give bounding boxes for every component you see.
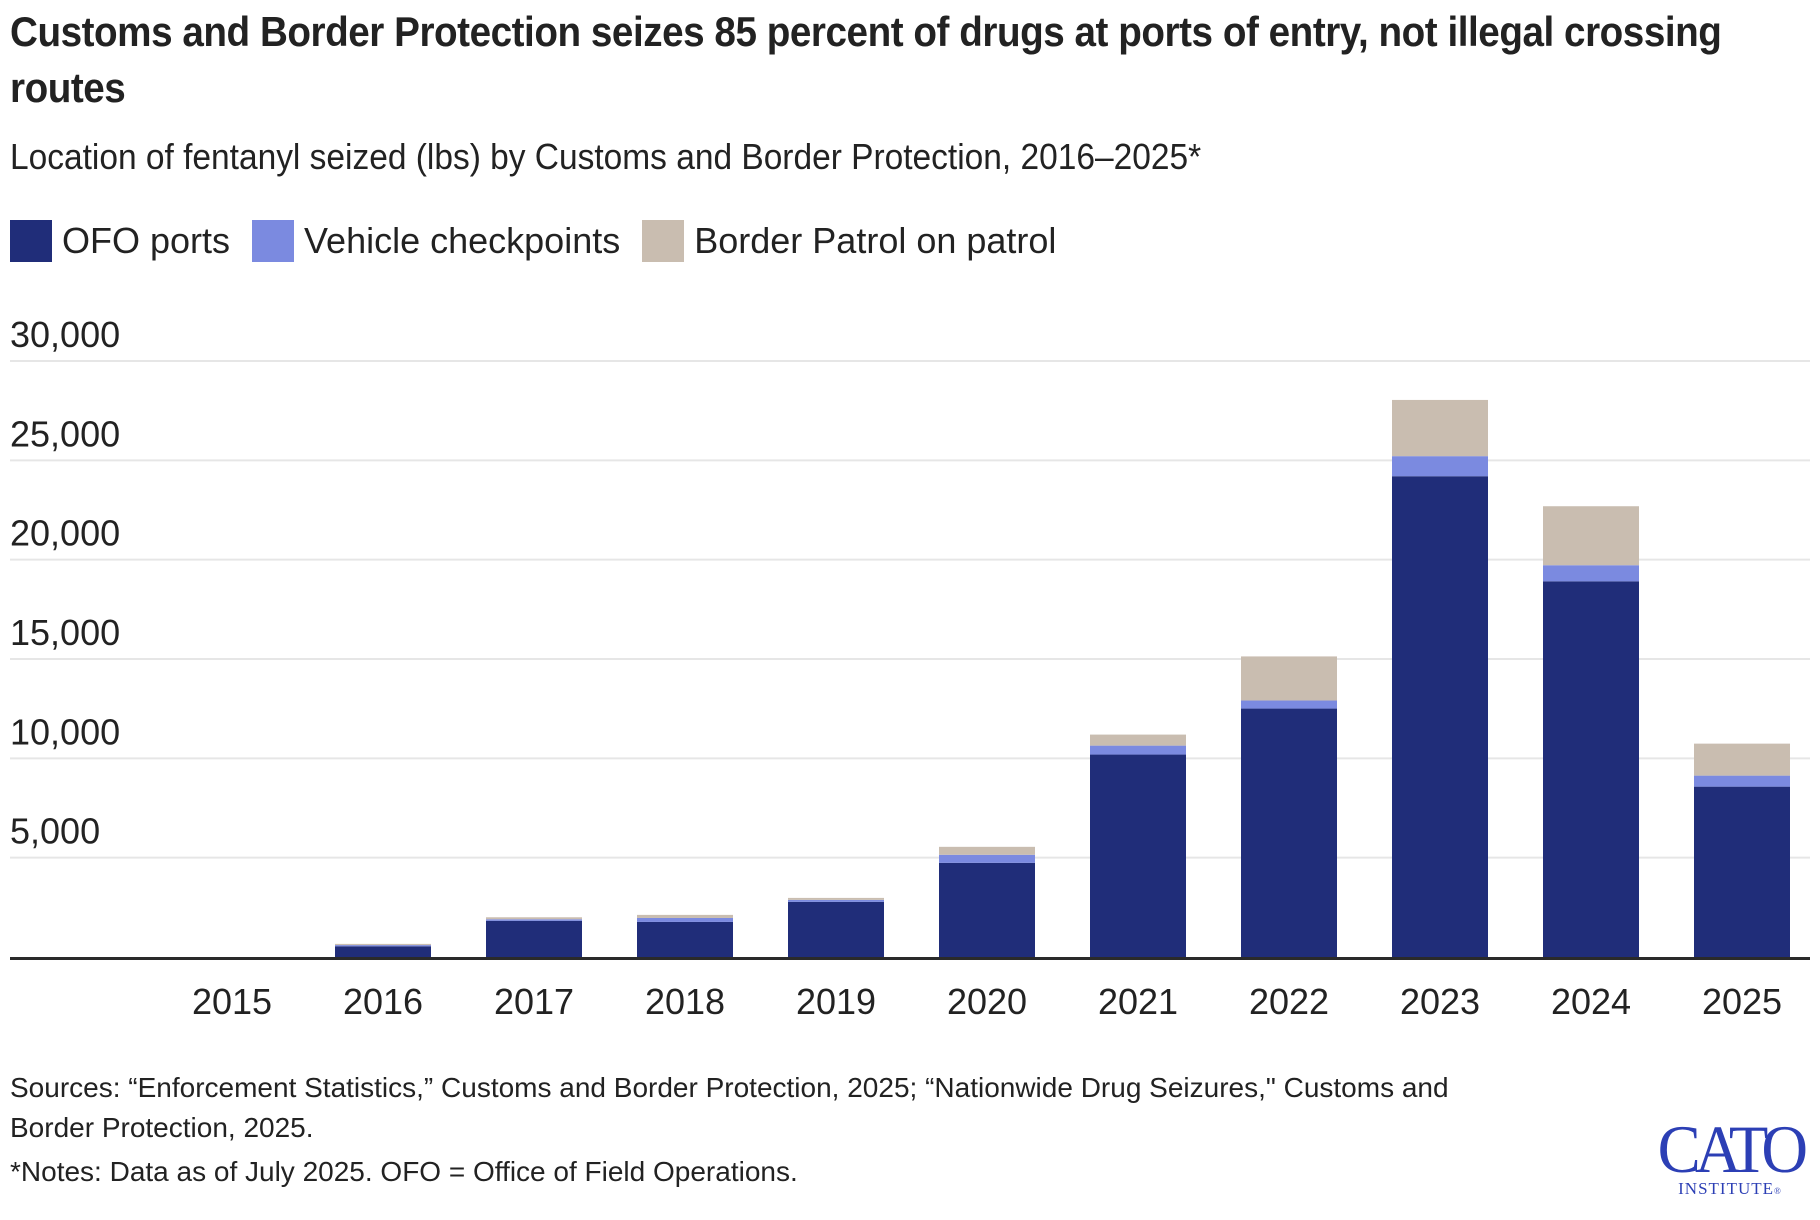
registered-mark-icon: ®: [1774, 1186, 1782, 1196]
y-tick-label: 25,000: [10, 413, 120, 454]
stacked-bar-chart: 5,000 10,000 15,000 20,000 25,000 30,000 2015…: [10, 314, 1810, 1022]
bar-2017-border-patrol-on-patrol: [486, 917, 582, 920]
x-tick-label: 2019: [796, 981, 876, 1022]
bar-2019-vehicle-checkpoints: [788, 899, 884, 902]
legend-item-ofo-ports: OFO ports: [10, 218, 230, 264]
x-tick-label: 2024: [1551, 981, 1631, 1022]
logo-institute-text: INSTITUTE: [1678, 1179, 1775, 1198]
sources-note: Sources: “Enforcement Statistics,” Custo…: [10, 1072, 1449, 1143]
bar-2020-border-patrol-on-patrol: [939, 846, 1035, 855]
bar-2016-ofo-ports: [335, 946, 431, 957]
legend-label-border-patrol: Border Patrol on patrol: [694, 220, 1057, 261]
bar-2018-border-patrol-on-patrol: [637, 914, 733, 918]
y-tick-label: 15,000: [10, 612, 120, 653]
bar-2022-ofo-ports: [1241, 708, 1337, 957]
bar-2021-border-patrol-on-patrol: [1090, 734, 1186, 746]
bar-2019-border-patrol-on-patrol: [788, 897, 884, 900]
y-tick-label: 30,000: [10, 314, 120, 355]
x-tick-label: 2025: [1702, 981, 1782, 1022]
legend-label-ofo-ports: OFO ports: [62, 220, 231, 261]
notes: *Notes: Data as of July 2025. OFO = Offi…: [10, 1156, 798, 1187]
logo-wordmark: CATO: [1657, 1111, 1808, 1187]
bar-2020-ofo-ports: [939, 862, 1035, 957]
bar-2018-vehicle-checkpoints: [637, 917, 733, 922]
x-tick-label: 2023: [1400, 981, 1480, 1022]
x-tick-label: 2016: [343, 981, 423, 1022]
x-axis-labels: 2015 2016 2017 2018 2019 2020 2021 2022 2023 2024…: [192, 981, 1782, 1022]
legend-label-vehicle-checkpoints: Vehicle checkpoints: [304, 220, 621, 261]
bar-2017-vehicle-checkpoints: [486, 919, 582, 921]
y-tick-label: 20,000: [10, 513, 120, 554]
bar-2017-ofo-ports: [486, 920, 582, 957]
bar-2021-vehicle-checkpoints: [1090, 745, 1186, 755]
logo-subtitle: INSTITUTE®: [1650, 1180, 1810, 1200]
y-axis-labels: 5,000 10,000 15,000 20,000 25,000 30,000: [10, 314, 120, 852]
bar-2023-vehicle-checkpoints: [1392, 456, 1488, 477]
gridlines: [10, 360, 1810, 859]
bar-2024-ofo-ports: [1543, 581, 1639, 957]
x-tick-label: 2017: [494, 981, 574, 1022]
bar-2025-ofo-ports: [1694, 786, 1790, 957]
footer: Sources: “Enforcement Statistics,” Custo…: [10, 1068, 1510, 1192]
legend-item-vehicle-checkpoints: Vehicle checkpoints: [252, 218, 620, 264]
x-tick-label: 2021: [1098, 981, 1178, 1022]
legend: OFO ports Vehicle checkpoints Border Pat…: [10, 218, 1078, 264]
y-tick-label: 5,000: [10, 811, 100, 852]
bar-2025-vehicle-checkpoints: [1694, 775, 1790, 787]
chart-subtitle: Location of fentanyl seized (lbs) by Cus…: [10, 136, 1202, 177]
x-tick-label: 2018: [645, 981, 725, 1022]
x-tick-label: 2020: [947, 981, 1027, 1022]
bar-2025-border-patrol-on-patrol: [1694, 743, 1790, 776]
x-tick-label: 2022: [1249, 981, 1329, 1022]
x-tick-label: 2015: [192, 981, 272, 1022]
legend-swatch-vehicle-checkpoints: [252, 220, 295, 262]
chart-title: Customs and Border Protection seizes 85 …: [10, 8, 1722, 111]
bar-2023-ofo-ports: [1392, 476, 1488, 957]
bars: [335, 399, 1790, 957]
bar-2024-border-patrol-on-patrol: [1543, 506, 1639, 566]
y-tick-label: 10,000: [10, 711, 120, 752]
legend-item-border-patrol: Border Patrol on patrol: [642, 218, 1056, 264]
bar-2021-ofo-ports: [1090, 754, 1186, 957]
bar-2022-border-patrol-on-patrol: [1241, 656, 1337, 701]
bar-2016-vehicle-checkpoints: [335, 945, 431, 947]
bar-2024-vehicle-checkpoints: [1543, 565, 1639, 582]
legend-swatch-ofo-ports: [10, 220, 52, 262]
bar-2020-vehicle-checkpoints: [939, 854, 1035, 863]
cato-institute-logo: CATO INSTITUTE®: [1650, 1111, 1810, 1200]
bar-2022-vehicle-checkpoints: [1241, 700, 1337, 709]
bar-2018-ofo-ports: [637, 921, 733, 957]
bar-2019-ofo-ports: [788, 901, 884, 957]
legend-swatch-border-patrol: [642, 220, 685, 262]
bar-2023-border-patrol-on-patrol: [1392, 399, 1488, 457]
bar-2016-border-patrol-on-patrol: [335, 943, 431, 946]
